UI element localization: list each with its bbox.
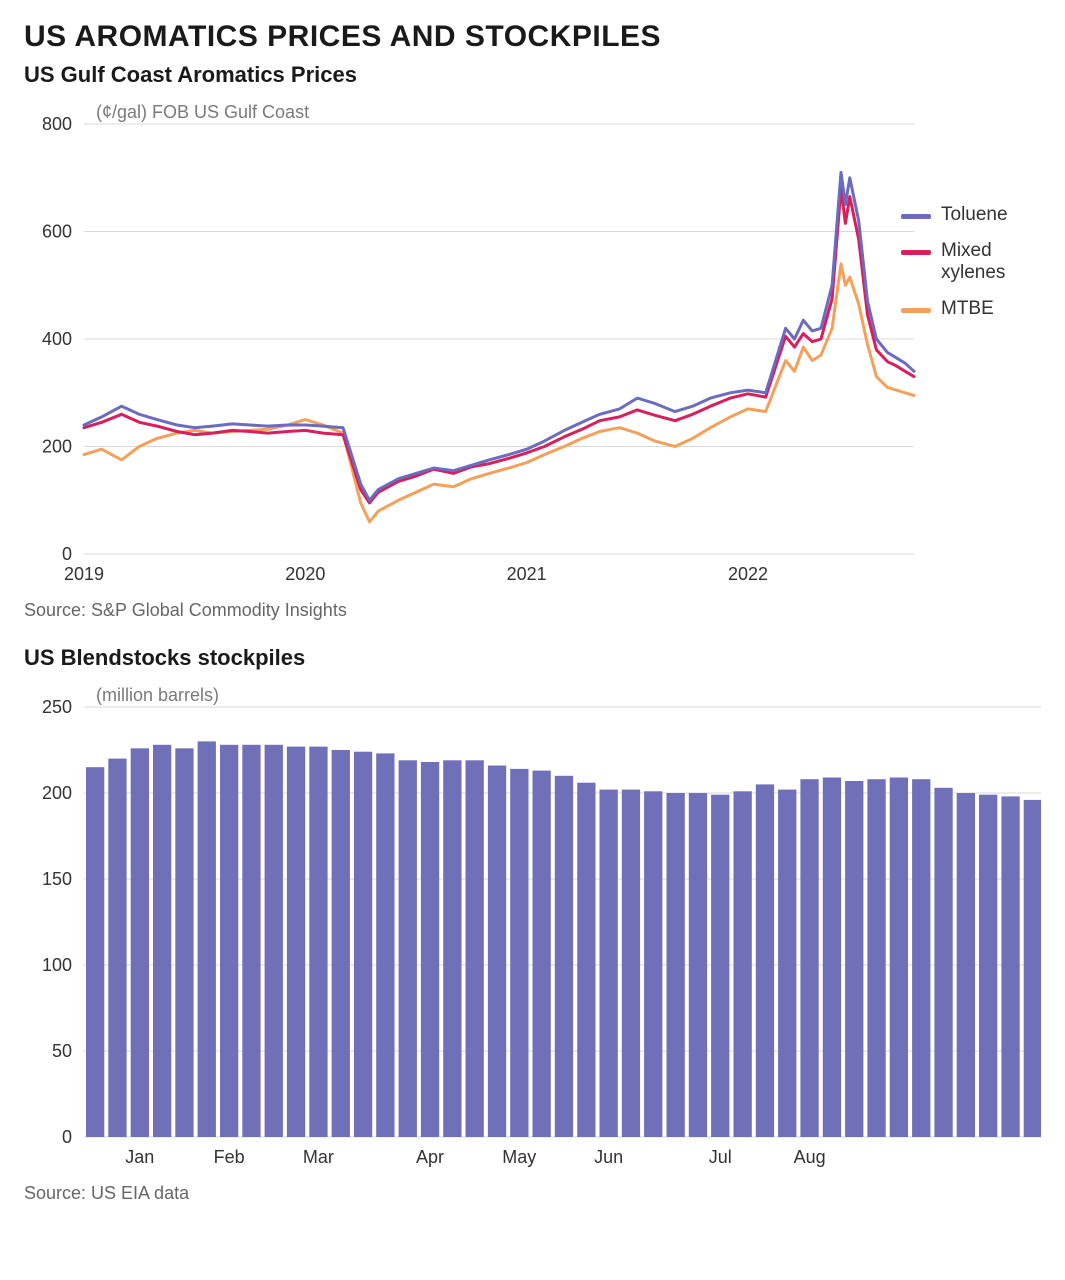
chart2-container: (million barrels) 0 50 100 150 200 250 Jan Feb Ma…	[24, 677, 1041, 1177]
chart2-bar	[376, 753, 394, 1137]
chart2-bar	[555, 776, 573, 1137]
chart2-bar	[845, 781, 863, 1137]
chart2-bar	[756, 784, 774, 1137]
chart2-bar	[823, 778, 841, 1138]
chart2-bar	[198, 741, 216, 1137]
legend-item: MTBE	[901, 298, 1041, 320]
chart2-bar	[689, 793, 707, 1137]
chart2-bar	[800, 779, 818, 1137]
chart2-xtick: May	[502, 1147, 536, 1167]
chart2-bar	[153, 745, 171, 1137]
chart2-bar	[979, 795, 997, 1137]
legend-item: Mixed xylenes	[901, 240, 1041, 284]
chart2-ytick: 50	[52, 1041, 72, 1061]
chart2-bar	[466, 760, 484, 1137]
page-title: US AROMATICS PRICES AND STOCKPILES	[24, 20, 1041, 54]
legend-swatch	[901, 214, 931, 219]
chart2-xtick: Jan	[125, 1147, 154, 1167]
chart2-bar	[488, 766, 506, 1138]
legend-label: MTBE	[941, 298, 994, 320]
chart2-xtick: Aug	[794, 1147, 826, 1167]
chart1-ytick: 200	[42, 437, 72, 457]
chart2-bar	[890, 778, 908, 1138]
chart2-ytick: 0	[62, 1127, 72, 1147]
chart2-bar	[220, 745, 238, 1137]
chart2-bar	[622, 790, 640, 1137]
chart2-bar	[934, 788, 952, 1137]
chart2-bar	[533, 771, 551, 1137]
legend-label: Toluene	[941, 204, 1008, 226]
chart2-bar	[309, 747, 327, 1137]
chart1-ytick: 600	[42, 222, 72, 242]
chart1-xtick: 2019	[64, 564, 104, 584]
chart2-bar	[867, 779, 885, 1137]
chart2-bar	[332, 750, 350, 1137]
legend-item: Toluene	[901, 204, 1041, 226]
chart2-bar	[667, 793, 685, 1137]
chart1-series-mtbe	[84, 264, 914, 522]
chart1-xtick: 2022	[728, 564, 768, 584]
chart1-source: Source: S&P Global Commodity Insights	[24, 600, 1041, 621]
chart1-container: (¢/gal) FOB US Gulf Coast 0 200 400 600 800 20…	[24, 94, 1041, 594]
chart2-xtick: Apr	[416, 1147, 444, 1167]
chart2-bar	[510, 769, 528, 1137]
chart2-bar	[443, 760, 461, 1137]
chart2-bar	[1001, 796, 1019, 1137]
chart1-xtick: 2021	[507, 564, 547, 584]
chart2-bar	[175, 748, 193, 1137]
chart2-bar	[1024, 800, 1041, 1137]
chart2-bar	[734, 791, 752, 1137]
chart2-bar	[711, 795, 729, 1137]
chart1-legend: Toluene Mixed xylenes MTBE	[901, 204, 1041, 334]
chart2-ytick: 100	[42, 955, 72, 975]
chart2-bar	[287, 747, 305, 1137]
chart2-ytick: 150	[42, 869, 72, 889]
chart2-bar	[577, 783, 595, 1137]
chart2-bar	[265, 745, 283, 1137]
chart2-bar	[421, 762, 439, 1137]
chart1-xtick: 2020	[285, 564, 325, 584]
chart2-xtick: Feb	[214, 1147, 245, 1167]
chart2-unit-label: (million barrels)	[96, 685, 219, 705]
chart2-ytick: 200	[42, 783, 72, 803]
chart2-bar	[242, 745, 260, 1137]
legend-swatch	[901, 308, 931, 313]
chart2-xtick: Jul	[709, 1147, 732, 1167]
chart2-svg: (million barrels) 0 50 100 150 200 250 Jan Feb Ma…	[24, 677, 1041, 1177]
chart2-subtitle: US Blendstocks stockpiles	[24, 645, 1041, 671]
chart2-source: Source: US EIA data	[24, 1183, 1041, 1204]
chart2-ytick: 250	[42, 697, 72, 717]
chart1-unit-label: (¢/gal) FOB US Gulf Coast	[96, 102, 309, 122]
chart2-bar	[957, 793, 975, 1137]
chart1-ytick: 0	[62, 544, 72, 564]
chart1-ytick: 400	[42, 329, 72, 349]
chart2-bar	[644, 791, 662, 1137]
chart2-bar	[86, 767, 104, 1137]
chart2-bar	[108, 759, 126, 1137]
legend-label: Mixed xylenes	[941, 240, 1041, 284]
chart1-subtitle: US Gulf Coast Aromatics Prices	[24, 62, 1041, 88]
chart2-bar	[354, 752, 372, 1137]
chart2-xtick: Jun	[594, 1147, 623, 1167]
chart1-series-toluene	[84, 172, 914, 500]
chart2-bar	[600, 790, 618, 1137]
chart2-bar	[399, 760, 417, 1137]
chart1-svg: (¢/gal) FOB US Gulf Coast 0 200 400 600 800 20…	[24, 94, 1041, 594]
chart1-ytick: 800	[42, 114, 72, 134]
chart2-bar	[131, 748, 149, 1137]
chart2-xtick: Mar	[303, 1147, 334, 1167]
chart2-bar	[912, 779, 930, 1137]
chart2-bar	[778, 790, 796, 1137]
legend-swatch	[901, 250, 931, 255]
